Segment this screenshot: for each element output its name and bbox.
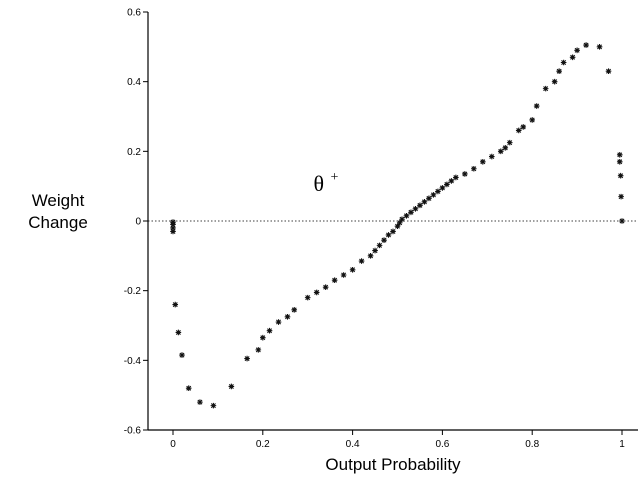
data-point (462, 171, 468, 177)
data-point (266, 327, 273, 334)
y-axis-label-line2: Change (28, 213, 88, 232)
data-point (448, 178, 455, 184)
data-point (520, 124, 527, 130)
data-point (376, 242, 383, 249)
data-point (394, 223, 401, 230)
data-point (275, 319, 282, 325)
y-axis-label-line1: Weight (31, 191, 85, 210)
data-point (421, 199, 428, 205)
y-tick-label: 0.2 (127, 147, 141, 158)
data-point (170, 225, 176, 231)
annotation-superscript: + (331, 170, 339, 185)
theta-annotation: θ + (314, 170, 339, 196)
data-point (529, 117, 535, 123)
x-axis-label: Output Probability (325, 455, 461, 474)
data-point (255, 347, 262, 353)
data-point (304, 294, 311, 301)
x-tick-label: 0 (170, 439, 176, 450)
data-point (426, 195, 432, 202)
data-point (313, 289, 320, 296)
data-point (367, 253, 374, 259)
data-point (381, 237, 387, 243)
y-tick-label: -0.6 (124, 426, 142, 437)
x-tick-label: 0.2 (256, 439, 270, 450)
data-point (340, 272, 347, 278)
data-point (358, 258, 365, 264)
data-point (417, 202, 423, 209)
data-point (244, 355, 250, 362)
x-ticks: 0 0.2 0.4 0.6 0.8 1 (170, 430, 625, 450)
data-point (396, 219, 403, 226)
data-point (385, 232, 392, 238)
data-point (408, 209, 414, 216)
data-point (619, 218, 625, 224)
y-tick-label: 0.4 (127, 77, 141, 88)
data-point (515, 127, 522, 134)
data-point (349, 266, 356, 273)
data-point (170, 221, 176, 228)
data-point (260, 334, 266, 341)
data-point (439, 185, 446, 191)
data-point (569, 54, 576, 61)
data-point (172, 301, 179, 308)
data-point (322, 284, 329, 290)
data-point (435, 188, 441, 195)
y-ticks: 0.6 0.4 0.2 0 -0.2 -0.4 -0.6 (124, 8, 148, 437)
data-point (506, 139, 513, 146)
data-point (453, 174, 459, 181)
data-point (390, 228, 396, 235)
data-point (291, 307, 298, 313)
data-point (616, 152, 623, 158)
data-point (488, 153, 495, 160)
x-tick-label: 1 (619, 439, 625, 450)
data-point (412, 206, 419, 212)
data-point (430, 192, 437, 198)
data-point (372, 247, 378, 254)
y-tick-label: -0.4 (124, 356, 142, 367)
data-point (403, 212, 410, 219)
data-point (617, 172, 624, 179)
annotation-theta: θ (314, 171, 325, 196)
data-point (399, 216, 405, 223)
data-point (560, 59, 567, 66)
data-point (284, 313, 291, 320)
x-tick-label: 0.4 (346, 439, 360, 450)
data-point (497, 148, 504, 155)
data-point (616, 158, 623, 165)
data-point (574, 47, 580, 54)
data-point (444, 181, 450, 188)
data-point (471, 165, 477, 172)
data-point (556, 68, 562, 75)
data-point (210, 402, 217, 409)
data-point (502, 145, 509, 151)
data-point (170, 228, 176, 235)
data-point (596, 44, 603, 50)
x-tick-label: 0.8 (525, 439, 539, 450)
data-point (480, 158, 486, 165)
data-point (197, 399, 203, 405)
data-point (179, 352, 185, 358)
data-point (228, 383, 235, 390)
data-point (542, 85, 549, 92)
data-point (605, 68, 612, 75)
data-point (551, 78, 558, 85)
data-point (331, 277, 338, 284)
data-point (533, 103, 540, 109)
data-point (618, 193, 624, 200)
data-point (175, 329, 182, 336)
data-points (170, 42, 625, 409)
data-point (583, 42, 589, 48)
y-tick-label: -0.2 (124, 286, 142, 297)
data-point (185, 385, 192, 391)
y-tick-label: 0 (135, 217, 141, 228)
x-tick-label: 0.6 (435, 439, 449, 450)
y-tick-label: 0.6 (127, 8, 141, 19)
